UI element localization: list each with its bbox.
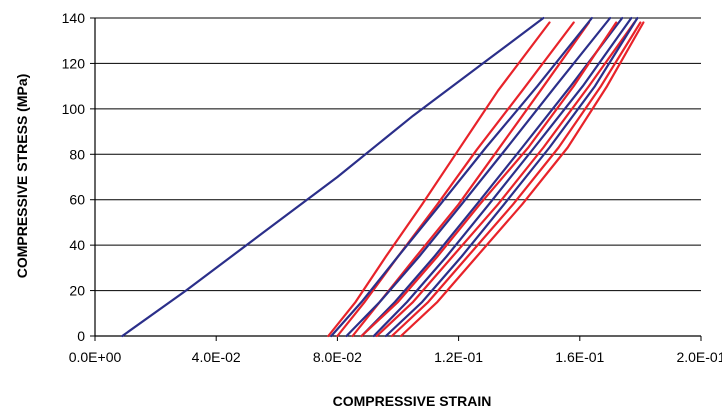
series-line-2 <box>327 21 551 338</box>
series-line-6 <box>345 16 612 338</box>
series-line-1 <box>121 16 545 338</box>
series-line-7 <box>360 16 624 338</box>
series-line-9 <box>372 16 633 338</box>
y-tick-labels: 0 20 40 60 80 100 120 140 <box>62 10 86 344</box>
y-axis-title: COMPRESSIVE STRESS (MPa) <box>14 74 30 279</box>
series-line-13 <box>399 21 645 338</box>
x-axis-title: COMPRESSIVE STRAIN <box>333 393 492 409</box>
y-tick-label: 140 <box>62 10 86 26</box>
plot-axes <box>90 17 702 341</box>
x-tick-label: 2.0E-01 <box>676 349 722 365</box>
series-line-3 <box>336 21 575 338</box>
gridlines <box>95 17 701 292</box>
series-line-10 <box>375 21 636 338</box>
y-tick-label: 0 <box>77 328 85 344</box>
x-tick-label: 0.0E+00 <box>69 349 122 365</box>
y-tick-label: 80 <box>69 146 85 162</box>
y-tick-label: 20 <box>69 283 85 299</box>
series-line-8 <box>360 21 618 338</box>
x-tick-labels: 0.0E+00 4.0E-02 8.0E-02 1.2E-01 1.6E-01 2.0E-… <box>69 349 722 365</box>
x-tick-label: 4.0E-02 <box>192 349 241 365</box>
series-line-5 <box>330 16 593 338</box>
y-tick-label: 120 <box>62 55 86 71</box>
series-line-4 <box>351 21 590 338</box>
y-tick-label: 60 <box>69 192 85 208</box>
x-tick-label: 8.0E-02 <box>313 349 362 365</box>
y-tick-label: 100 <box>62 101 86 117</box>
data-series <box>121 16 645 338</box>
y-tick-label: 40 <box>69 237 85 253</box>
x-tick-label: 1.2E-01 <box>434 349 483 365</box>
series-line-12 <box>390 21 642 338</box>
series-line-11 <box>384 16 639 338</box>
x-tick-label: 1.6E-01 <box>555 349 604 365</box>
